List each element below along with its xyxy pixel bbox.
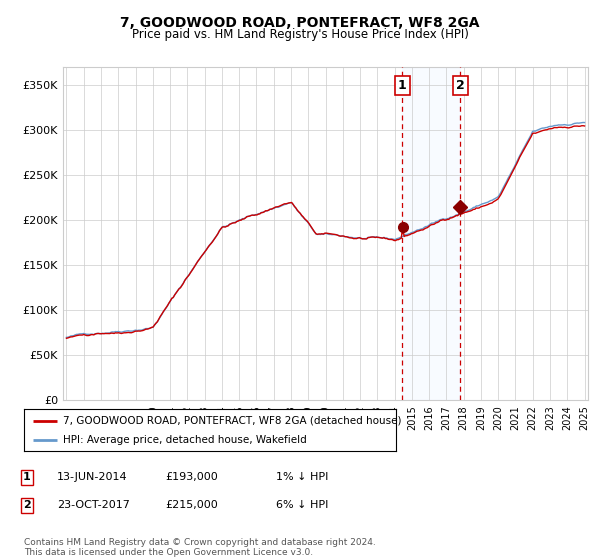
Text: Contains HM Land Registry data © Crown copyright and database right 2024.
This d: Contains HM Land Registry data © Crown c… xyxy=(24,538,376,557)
Text: 7, GOODWOOD ROAD, PONTEFRACT, WF8 2GA (detached house): 7, GOODWOOD ROAD, PONTEFRACT, WF8 2GA (d… xyxy=(63,416,401,426)
Text: £215,000: £215,000 xyxy=(165,500,218,510)
Text: 13-JUN-2014: 13-JUN-2014 xyxy=(57,472,128,482)
Text: 6% ↓ HPI: 6% ↓ HPI xyxy=(276,500,328,510)
Text: HPI: Average price, detached house, Wakefield: HPI: Average price, detached house, Wake… xyxy=(63,435,307,445)
Text: 23-OCT-2017: 23-OCT-2017 xyxy=(57,500,130,510)
Text: 2: 2 xyxy=(23,500,31,510)
Text: 1: 1 xyxy=(398,79,407,92)
Bar xyxy=(402,67,460,400)
Text: 2: 2 xyxy=(456,79,465,92)
Text: £193,000: £193,000 xyxy=(165,472,218,482)
Text: 1: 1 xyxy=(23,472,31,482)
Text: 7, GOODWOOD ROAD, PONTEFRACT, WF8 2GA: 7, GOODWOOD ROAD, PONTEFRACT, WF8 2GA xyxy=(120,16,480,30)
Text: 1% ↓ HPI: 1% ↓ HPI xyxy=(276,472,328,482)
Text: Price paid vs. HM Land Registry's House Price Index (HPI): Price paid vs. HM Land Registry's House … xyxy=(131,28,469,41)
